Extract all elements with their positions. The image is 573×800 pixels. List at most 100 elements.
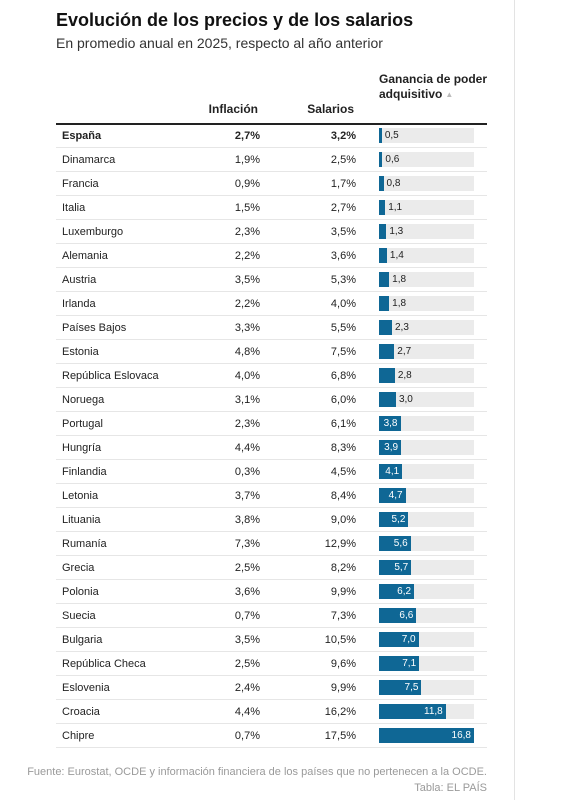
table-row: Francia 0,9% 1,7% 0,8 — [56, 172, 487, 196]
inflacion-cell: 3,7% — [234, 490, 260, 502]
ganancia-bar-track: 0,6 — [379, 152, 474, 167]
inflacion-cell: 2,5% — [234, 562, 260, 574]
ganancia-bar — [379, 296, 390, 311]
ganancia-bar-track: 1,8 — [379, 296, 474, 311]
ganancia-value-label: 4,7 — [388, 490, 403, 501]
salarios-cell: 9,9% — [330, 682, 356, 694]
ganancia-bar-track: 1,4 — [379, 248, 474, 263]
country-cell: Chipre — [62, 730, 95, 742]
salarios-cell: 17,5% — [324, 730, 356, 742]
ganancia-bar — [379, 680, 422, 695]
ganancia-bar — [379, 464, 403, 479]
country-cell: Suecia — [62, 610, 96, 622]
table-row: Rumanía 7,3% 12,9% 5,6 — [56, 532, 487, 556]
ganancia-bar — [379, 656, 420, 671]
inflacion-cell: 7,3% — [234, 538, 260, 550]
salarios-cell: 9,6% — [330, 658, 356, 670]
credit-note: Tabla: EL PAÍS — [414, 782, 487, 794]
column-header-ganancia[interactable]: Ganancia de poder adquisitivo ▲ — [379, 72, 489, 102]
ganancia-bar-track: 5,2 — [379, 512, 474, 527]
ganancia-bar-track: 1,1 — [379, 200, 474, 215]
ganancia-value-label: 7,0 — [401, 634, 416, 645]
ganancia-bar — [379, 560, 412, 575]
ganancia-bar-track: 11,8 — [379, 704, 474, 719]
right-border — [514, 0, 515, 800]
table-row: Noruega 3,1% 6,0% 3,0 — [56, 388, 487, 412]
column-header-inflacion[interactable]: Inflación — [208, 102, 258, 116]
ganancia-bar — [379, 416, 401, 431]
ganancia-value-label: 2,7 — [397, 346, 412, 357]
table-row: Luxemburgo 2,3% 3,5% 1,3 — [56, 220, 487, 244]
country-cell: Noruega — [62, 394, 105, 406]
sort-ascending-icon[interactable]: ▲ — [445, 90, 454, 99]
inflacion-cell: 4,8% — [234, 346, 260, 358]
ganancia-value-label: 4,1 — [385, 466, 400, 477]
inflacion-cell: 2,3% — [234, 418, 260, 430]
ganancia-bar-track: 3,8 — [379, 416, 474, 431]
ganancia-value-label: 3,0 — [398, 394, 413, 405]
table-row: Estonia 4,8% 7,5% 2,7 — [56, 340, 487, 364]
table-row: Alemania 2,2% 3,6% 1,4 — [56, 244, 487, 268]
table-row: Polonia 3,6% 9,9% 6,2 — [56, 580, 487, 604]
ganancia-bar — [379, 176, 384, 191]
ganancia-bar-track: 1,3 — [379, 224, 474, 239]
country-cell: Hungría — [62, 442, 102, 454]
ganancia-bar — [379, 128, 382, 143]
ganancia-bar-track: 7,0 — [379, 632, 474, 647]
salarios-cell: 7,5% — [330, 346, 356, 358]
ganancia-value-label: 1,1 — [388, 202, 403, 213]
ganancia-bar-track: 0,5 — [379, 128, 474, 143]
ganancia-bar — [379, 704, 446, 719]
ganancia-bar — [379, 200, 386, 215]
ganancia-bar — [379, 320, 392, 335]
country-cell: Países Bajos — [62, 322, 127, 334]
ganancia-value-label: 7,1 — [402, 658, 417, 669]
country-cell: Croacia — [62, 706, 100, 718]
table-row: Chipre 0,7% 17,5% 16,8 — [56, 724, 487, 748]
ganancia-bar — [379, 368, 395, 383]
ganancia-value-label: 0,6 — [385, 154, 400, 165]
ganancia-value-label: 0,5 — [384, 130, 399, 141]
inflacion-cell: 2,5% — [234, 658, 260, 670]
table-row: República Checa 2,5% 9,6% 7,1 — [56, 652, 487, 676]
country-cell: Finlandia — [62, 466, 107, 478]
inflacion-cell: 0,9% — [234, 178, 260, 190]
ganancia-value-label: 1,3 — [389, 226, 404, 237]
ganancia-value-label: 1,4 — [389, 250, 404, 261]
ganancia-value-label: 1,8 — [392, 298, 407, 309]
salarios-cell: 10,5% — [324, 634, 356, 646]
salarios-cell: 3,6% — [330, 250, 356, 262]
ganancia-bar — [379, 344, 395, 359]
salarios-cell: 8,2% — [330, 562, 356, 574]
table-row: Letonia 3,7% 8,4% 4,7 — [56, 484, 487, 508]
ganancia-bar-track: 5,7 — [379, 560, 474, 575]
country-cell: Lituania — [62, 514, 101, 526]
country-cell: Bulgaria — [62, 634, 103, 646]
inflacion-cell: 1,5% — [234, 202, 260, 214]
ganancia-value-label: 5,2 — [391, 514, 406, 525]
salarios-cell: 8,4% — [330, 490, 356, 502]
salarios-cell: 6,8% — [330, 370, 356, 382]
country-cell: Alemania — [62, 250, 108, 262]
country-cell: Francia — [62, 178, 99, 190]
table-row: Portugal 2,3% 6,1% 3,8 — [56, 412, 487, 436]
ganancia-bar-track: 5,6 — [379, 536, 474, 551]
table-row: Grecia 2,5% 8,2% 5,7 — [56, 556, 487, 580]
inflacion-cell: 4,4% — [234, 442, 260, 454]
country-cell: Rumanía — [62, 538, 107, 550]
inflacion-cell: 0,3% — [234, 466, 260, 478]
source-note: Fuente: Eurostat, OCDE y información fin… — [27, 766, 487, 778]
salarios-cell: 7,3% — [330, 610, 356, 622]
ganancia-bar-track: 2,8 — [379, 368, 474, 383]
inflacion-cell: 2,3% — [234, 226, 260, 238]
ganancia-value-label: 5,6 — [393, 538, 408, 549]
ganancia-bar-track: 3,0 — [379, 392, 474, 407]
table-row: Eslovenia 2,4% 9,9% 7,5 — [56, 676, 487, 700]
country-cell: España — [62, 130, 102, 142]
inflacion-cell: 2,2% — [234, 298, 260, 310]
inflacion-cell: 3,6% — [234, 586, 260, 598]
salarios-cell: 2,7% — [330, 202, 356, 214]
ganancia-bar — [379, 440, 402, 455]
salarios-cell: 12,9% — [324, 538, 356, 550]
column-header-salarios[interactable]: Salarios — [307, 102, 354, 116]
